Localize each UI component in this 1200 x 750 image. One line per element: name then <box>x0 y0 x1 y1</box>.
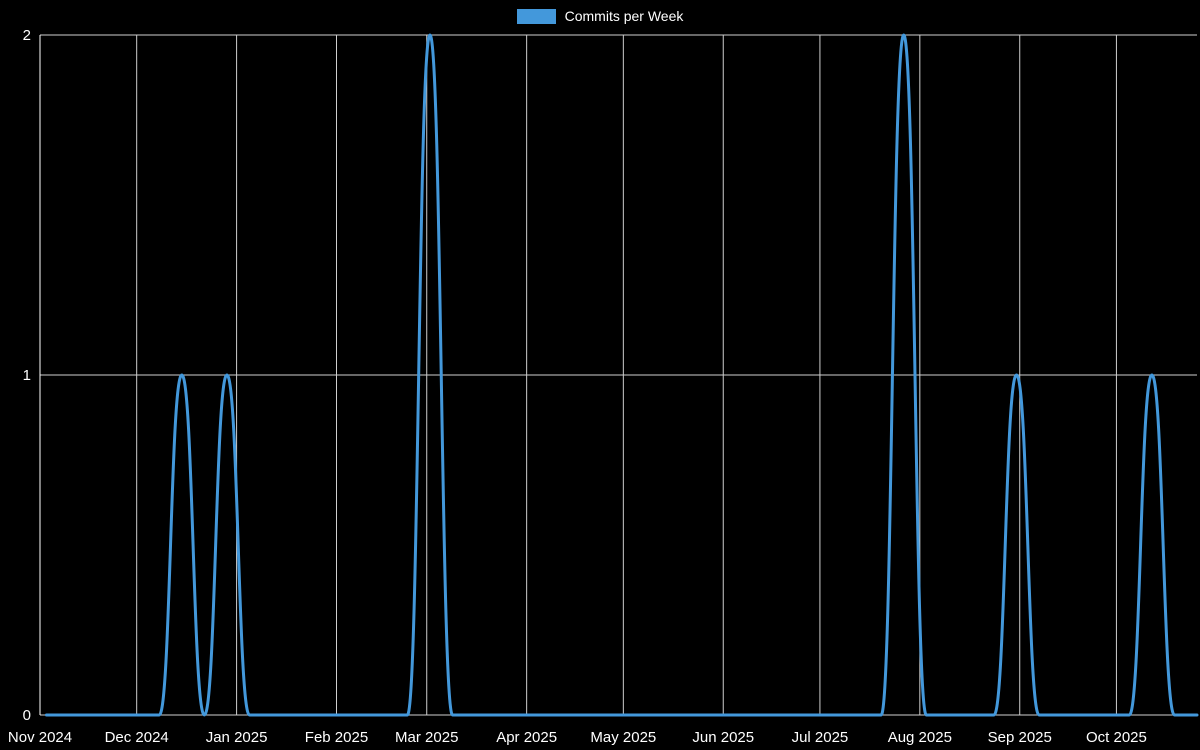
x-tick-label: May 2025 <box>590 729 656 746</box>
x-tick-label: Mar 2025 <box>395 729 458 746</box>
x-tick-labels: Nov 2024 Dec 2024 Jan 2025 Feb 2025 Mar 2025… <box>8 729 1147 746</box>
x-tick-label: Nov 2024 <box>8 729 72 746</box>
x-tick-label: Feb 2025 <box>305 729 368 746</box>
y-tick-label: 1 <box>23 367 31 384</box>
y-tick-labels: 0 1 2 <box>23 27 31 724</box>
y-tick-label: 0 <box>23 707 31 724</box>
y-tick-label: 2 <box>23 27 31 44</box>
x-tick-label: Jun 2025 <box>692 729 754 746</box>
x-tick-label: Oct 2025 <box>1086 729 1147 746</box>
legend-label: Commits per Week <box>564 8 684 24</box>
x-tick-label: Apr 2025 <box>496 729 557 746</box>
chart-legend: Commits per Week <box>0 7 1200 25</box>
x-tick-label: Sep 2025 <box>988 729 1052 746</box>
legend-swatch <box>516 8 556 24</box>
x-tick-label: Jan 2025 <box>206 729 268 746</box>
x-tick-label: Dec 2024 <box>105 729 169 746</box>
legend-item-commits[interactable]: Commits per Week <box>516 7 684 25</box>
x-tick-label: Jul 2025 <box>792 729 849 746</box>
x-tick-label: Aug 2025 <box>888 729 952 746</box>
commits-line-series <box>44 33 1199 717</box>
